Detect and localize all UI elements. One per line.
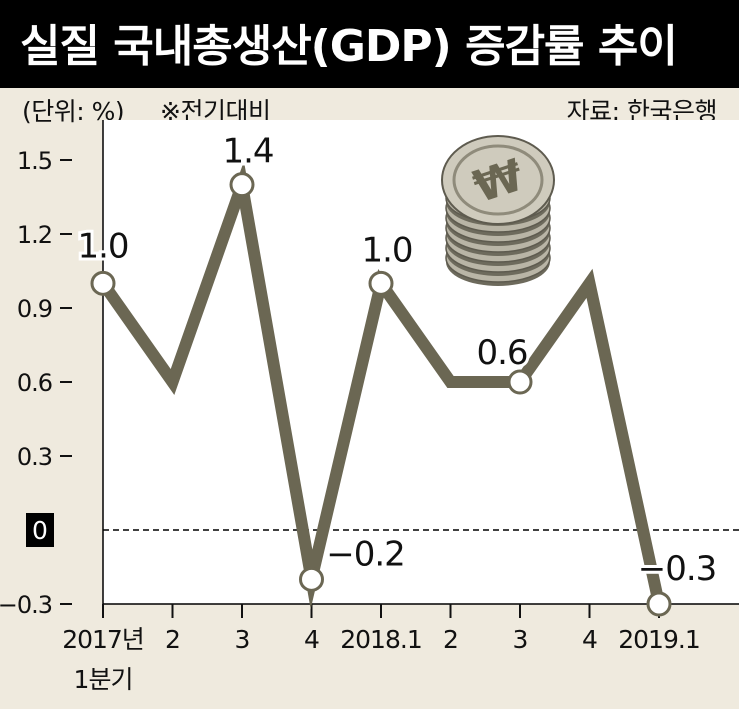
data-marker — [229, 172, 255, 198]
coin-face — [441, 135, 555, 225]
x-tick-label: 2019.1 — [618, 625, 699, 654]
data-label: 0.6 — [476, 333, 527, 373]
y-tick-label: 1.5 — [17, 147, 52, 175]
y-tick-zero-box — [26, 513, 54, 547]
data-marker — [646, 591, 672, 617]
data-markers — [90, 172, 672, 617]
data-label: 1.4 — [222, 132, 273, 172]
x-tick-label: 1분기 — [74, 665, 133, 694]
data-marker — [299, 566, 324, 592]
data-label: 1.0 — [77, 226, 128, 266]
data-labels: 1.0 1.4 −0.2 1.0 0.6 −0.3 — [74, 129, 720, 592]
data-label: −0.2 — [326, 534, 405, 574]
coin-rim — [452, 144, 544, 216]
y-tick-label: 0.6 — [17, 369, 52, 397]
x-tick-label: 2 — [443, 625, 458, 654]
data-marker — [507, 369, 533, 395]
y-tick-label: 1.2 — [17, 221, 52, 249]
won-coin-stack-icon: ₩ — [441, 135, 555, 286]
y-tick-label: 0.3 — [17, 443, 52, 471]
data-marker — [368, 270, 394, 296]
data-label: 1.0 — [361, 230, 412, 270]
x-tick-label: 2017년 — [62, 625, 144, 654]
data-marker — [90, 270, 116, 296]
y-tick-label: 0 — [32, 516, 48, 545]
area-under-line — [103, 184, 659, 604]
x-tick-label: 3 — [513, 625, 528, 654]
x-tick-label: 3 — [235, 625, 250, 654]
x-axis-ticks: 2017년 1분기 2 3 4 2018.1 2 3 4 2019.1 — [62, 604, 701, 694]
chart-title: 실질 국내총생산(GDP) 증감률 추이 — [20, 21, 678, 72]
title-bar: 실질 국내총생산(GDP) 증감률 추이 — [0, 0, 739, 88]
data-label: −0.3 — [638, 549, 717, 589]
x-tick-label: 4 — [304, 625, 319, 654]
x-tick-label: 4 — [582, 625, 597, 654]
y-tick-label: 0.9 — [17, 295, 52, 323]
y-tick-label: −0.3 — [0, 591, 52, 619]
x-tick-label: 2018.1 — [340, 625, 421, 654]
y-axis-ticks: 1.5 1.2 0.9 0.6 0.3 0 −0.3 — [0, 147, 72, 619]
x-tick-label: 2 — [165, 625, 180, 654]
